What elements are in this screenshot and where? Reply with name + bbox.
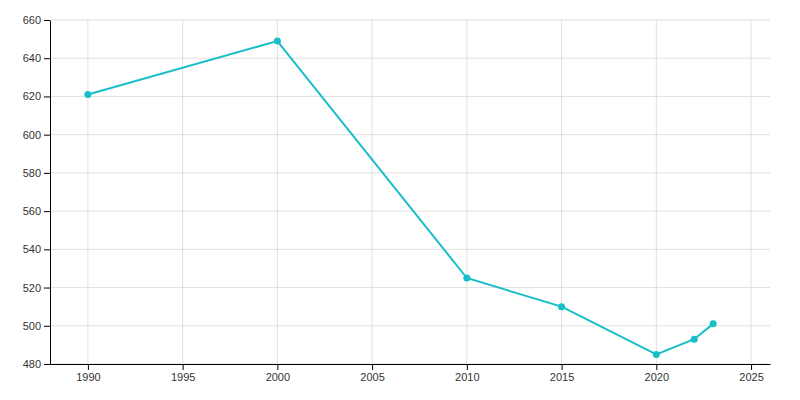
data-point [274, 38, 281, 45]
x-axis-tick: 2010 [455, 364, 479, 383]
x-axis-tick-label: 2025 [739, 371, 763, 383]
grid-line-y [50, 325, 770, 326]
grid-line-y [50, 134, 770, 135]
grid-line-y [50, 20, 770, 21]
y-axis-tick: 480 [23, 358, 50, 370]
y-axis-tick: 500 [23, 320, 50, 332]
x-axis-tick: 1990 [76, 364, 100, 383]
y-axis-tick: 600 [23, 129, 50, 141]
y-axis-tick-label: 620 [23, 90, 41, 102]
grid-line-y [50, 211, 770, 212]
y-axis-tick-mark [44, 173, 50, 174]
x-axis-tick-label: 2020 [645, 371, 669, 383]
data-point [710, 320, 717, 327]
y-axis-tick-mark [44, 58, 50, 59]
x-axis-line [51, 364, 771, 365]
grid-line-y [50, 287, 770, 288]
series [84, 38, 716, 358]
grid-line-y [50, 96, 770, 97]
grid-line-y [50, 172, 770, 173]
data-point [691, 336, 698, 343]
x-axis-tick-label: 2005 [360, 371, 384, 383]
y-axis-tick: 520 [23, 282, 50, 294]
x-axis-tick-mark [88, 364, 89, 370]
y-axis-tick: 560 [23, 205, 50, 217]
y-axis-tick-label: 500 [23, 320, 41, 332]
x-axis-tick-mark [467, 364, 468, 370]
y-axis-tick-mark [44, 326, 50, 327]
x-axis-tick-mark [656, 364, 657, 370]
y-axis-tick-mark [44, 20, 50, 21]
grid-line-x [372, 20, 373, 364]
chart-svg: 1990 1995 2000 2005 2010 2015 2020 2025 480 500 52… [0, 0, 800, 400]
grid-line-x [466, 20, 467, 364]
y-axis-tick-label: 600 [23, 129, 41, 141]
y-axis-tick-mark [44, 96, 50, 97]
x-axis-tick-label: 2010 [455, 371, 479, 383]
x-axis-tick-mark [372, 364, 373, 370]
y-axis-tick-label: 560 [23, 205, 41, 217]
y-axis-tick-mark [44, 288, 50, 289]
y-axis-tick-mark [44, 364, 50, 365]
y-axis-tick-label: 660 [23, 14, 41, 26]
x-axis-tick: 2025 [739, 364, 763, 383]
y-axis-tick: 660 [23, 14, 50, 26]
y-axis-tick-label: 580 [23, 167, 41, 179]
chart-container: 1990 1995 2000 2005 2010 2015 2020 2025 480 500 52… [0, 0, 800, 400]
grid-line-y [50, 58, 770, 59]
x-axis-tick-label: 2015 [550, 371, 574, 383]
data-point [558, 303, 565, 310]
y-axis-tick: 540 [23, 243, 50, 255]
plot-area: 1990 1995 2000 2005 2010 2015 2020 2025 480 500 52… [23, 14, 771, 383]
y-axis-tick: 580 [23, 167, 50, 179]
grid-line-x [656, 20, 657, 364]
x-axis-tick: 2000 [266, 364, 290, 383]
x-axis-tick-mark [562, 364, 563, 370]
y-axis-tick: 640 [23, 52, 50, 64]
grid [50, 20, 770, 364]
x-axis-tick-label: 1995 [171, 371, 195, 383]
x-axis-tick-label: 1990 [76, 371, 100, 383]
y-axis-tick-label: 540 [23, 243, 41, 255]
y-axis-tick-mark [44, 211, 50, 212]
x-axis: 1990 1995 2000 2005 2010 2015 2020 2025 [51, 364, 771, 383]
data-line [88, 41, 713, 354]
y-axis-line [50, 21, 51, 365]
grid-line-x [751, 20, 752, 364]
y-axis-tick: 620 [23, 90, 50, 102]
data-point [463, 275, 470, 282]
x-axis-tick: 2015 [550, 364, 574, 383]
grid-line-x [182, 20, 183, 364]
y-axis-tick-label: 640 [23, 52, 41, 64]
grid-line-x [87, 20, 88, 364]
data-point [84, 91, 91, 98]
x-axis-tick: 1995 [171, 364, 195, 383]
x-axis-tick-mark [277, 364, 278, 370]
y-axis-tick-mark [44, 249, 50, 250]
y-axis-tick-mark [44, 135, 50, 136]
grid-line-y [50, 249, 770, 250]
data-point [653, 351, 660, 358]
x-axis-tick: 2020 [645, 364, 669, 383]
x-axis-tick-mark [183, 364, 184, 370]
y-axis-tick-label: 520 [23, 282, 41, 294]
grid-line-x [277, 20, 278, 364]
x-axis-tick-label: 2000 [266, 371, 290, 383]
grid-line-y [50, 364, 770, 365]
x-axis-tick: 2005 [360, 364, 384, 383]
y-axis: 480 500 520 540 560 580 600 620 640 660 [23, 14, 51, 370]
grid-line-x [561, 20, 562, 364]
y-axis-tick-label: 480 [23, 358, 41, 370]
x-axis-tick-mark [751, 364, 752, 370]
